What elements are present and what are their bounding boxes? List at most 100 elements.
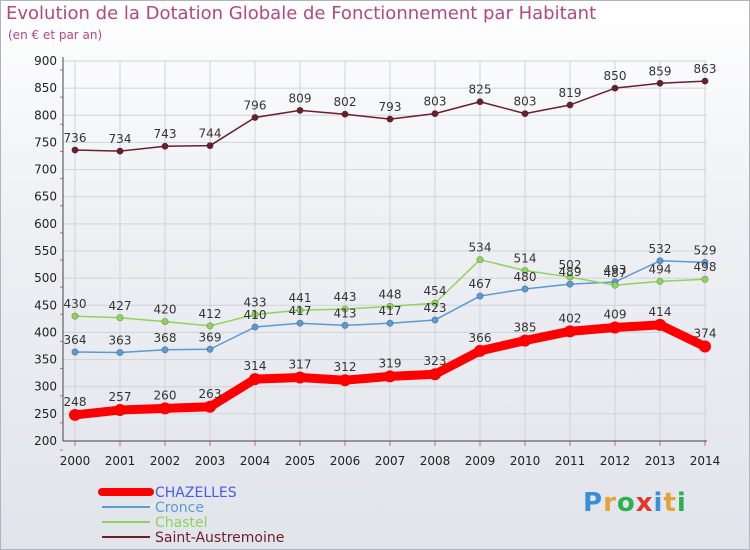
- data-point: [476, 292, 484, 300]
- data-point: [206, 322, 214, 330]
- data-label: 430: [64, 297, 87, 311]
- data-point: [386, 319, 394, 327]
- data-label: 312: [334, 360, 357, 374]
- data-label: 366: [469, 331, 492, 345]
- data-label: 448: [379, 287, 402, 301]
- data-point: [296, 306, 304, 314]
- data-point: [116, 349, 124, 357]
- data-point: [296, 319, 304, 327]
- data-label: 374: [694, 327, 717, 341]
- data-point: [564, 325, 576, 338]
- data-point: [566, 273, 574, 281]
- data-point: [611, 84, 619, 92]
- data-label: 819: [559, 86, 582, 100]
- y-tick-label: 550: [34, 244, 57, 258]
- logo-letter: x: [635, 488, 654, 518]
- data-label: 323: [424, 354, 447, 368]
- logo-letter: t: [663, 488, 677, 518]
- y-tick-label: 800: [34, 108, 57, 122]
- data-label: 423: [424, 301, 447, 315]
- data-point: [699, 340, 711, 353]
- data-label: 489: [559, 265, 582, 279]
- data-label: 803: [424, 95, 447, 109]
- x-tick-label: 2005: [285, 454, 316, 468]
- y-tick-label: 650: [34, 190, 57, 204]
- data-label: 369: [199, 330, 222, 344]
- data-label: 743: [154, 127, 177, 141]
- data-label: 410: [244, 308, 267, 322]
- data-point: [249, 373, 261, 386]
- data-label: 487: [604, 266, 627, 280]
- data-point: [521, 110, 529, 118]
- data-label: 480: [514, 270, 537, 284]
- data-label: 493: [604, 263, 627, 277]
- data-point: [476, 98, 484, 106]
- data-label: 502: [559, 258, 582, 272]
- data-point: [206, 142, 214, 150]
- data-point: [161, 142, 169, 150]
- x-tick-label: 2000: [60, 454, 91, 468]
- y-tick-label: 850: [34, 81, 57, 95]
- data-label: 385: [514, 321, 537, 335]
- series-layer: [69, 77, 711, 421]
- data-label: 532: [649, 242, 672, 256]
- data-label: 441: [289, 291, 312, 305]
- logo-letter: P: [583, 488, 604, 518]
- data-point: [701, 77, 709, 85]
- data-point: [386, 115, 394, 123]
- data-label: 859: [649, 64, 672, 78]
- data-label: 427: [109, 299, 132, 313]
- data-point: [474, 344, 486, 357]
- legend-label: Cronce: [155, 500, 204, 516]
- data-point: [611, 281, 619, 289]
- y-tick-label: 600: [34, 217, 57, 231]
- data-label: 409: [604, 308, 627, 322]
- data-point: [251, 311, 259, 319]
- data-point: [566, 101, 574, 109]
- logo-letter: i: [676, 488, 687, 518]
- data-label: 514: [514, 252, 537, 266]
- data-label: 414: [649, 305, 672, 319]
- logo-letter: r: [603, 488, 617, 518]
- data-label: 260: [154, 388, 177, 402]
- data-label: 363: [109, 334, 132, 348]
- data-label: 364: [64, 333, 87, 347]
- data-point: [71, 348, 79, 356]
- data-label: 467: [469, 277, 492, 291]
- data-point: [341, 305, 349, 313]
- data-point: [476, 256, 484, 264]
- data-point: [251, 323, 259, 331]
- y-tick-label: 350: [34, 353, 57, 367]
- data-point: [206, 345, 214, 353]
- data-point: [609, 321, 621, 334]
- data-point: [204, 400, 216, 413]
- x-tick-label: 2008: [420, 454, 451, 468]
- data-point: [71, 146, 79, 154]
- x-tick-label: 2011: [555, 454, 586, 468]
- data-point: [654, 318, 666, 331]
- data-label: 802: [334, 95, 357, 109]
- data-label: 248: [64, 395, 87, 409]
- data-point: [296, 106, 304, 114]
- data-point: [159, 402, 171, 415]
- data-label: 825: [469, 83, 492, 97]
- data-point: [341, 321, 349, 329]
- data-point: [251, 113, 259, 121]
- data-point: [521, 285, 529, 293]
- data-point: [656, 79, 664, 87]
- data-point: [69, 408, 81, 421]
- data-point: [161, 346, 169, 354]
- data-label: 736: [64, 131, 87, 145]
- data-point: [114, 404, 126, 417]
- data-label: 257: [109, 390, 132, 404]
- axes-layer: 200 250 300 350 400 450 500 550 600 650 700 750 800 8…: [34, 54, 720, 468]
- data-label: 433: [244, 296, 267, 310]
- data-point: [431, 110, 439, 118]
- legend-label: Saint-Austremoine: [155, 530, 284, 546]
- data-label: 319: [379, 356, 402, 370]
- data-point: [701, 275, 709, 283]
- data-point: [429, 368, 441, 381]
- data-point: [339, 374, 351, 387]
- y-tick-label: 300: [34, 380, 57, 394]
